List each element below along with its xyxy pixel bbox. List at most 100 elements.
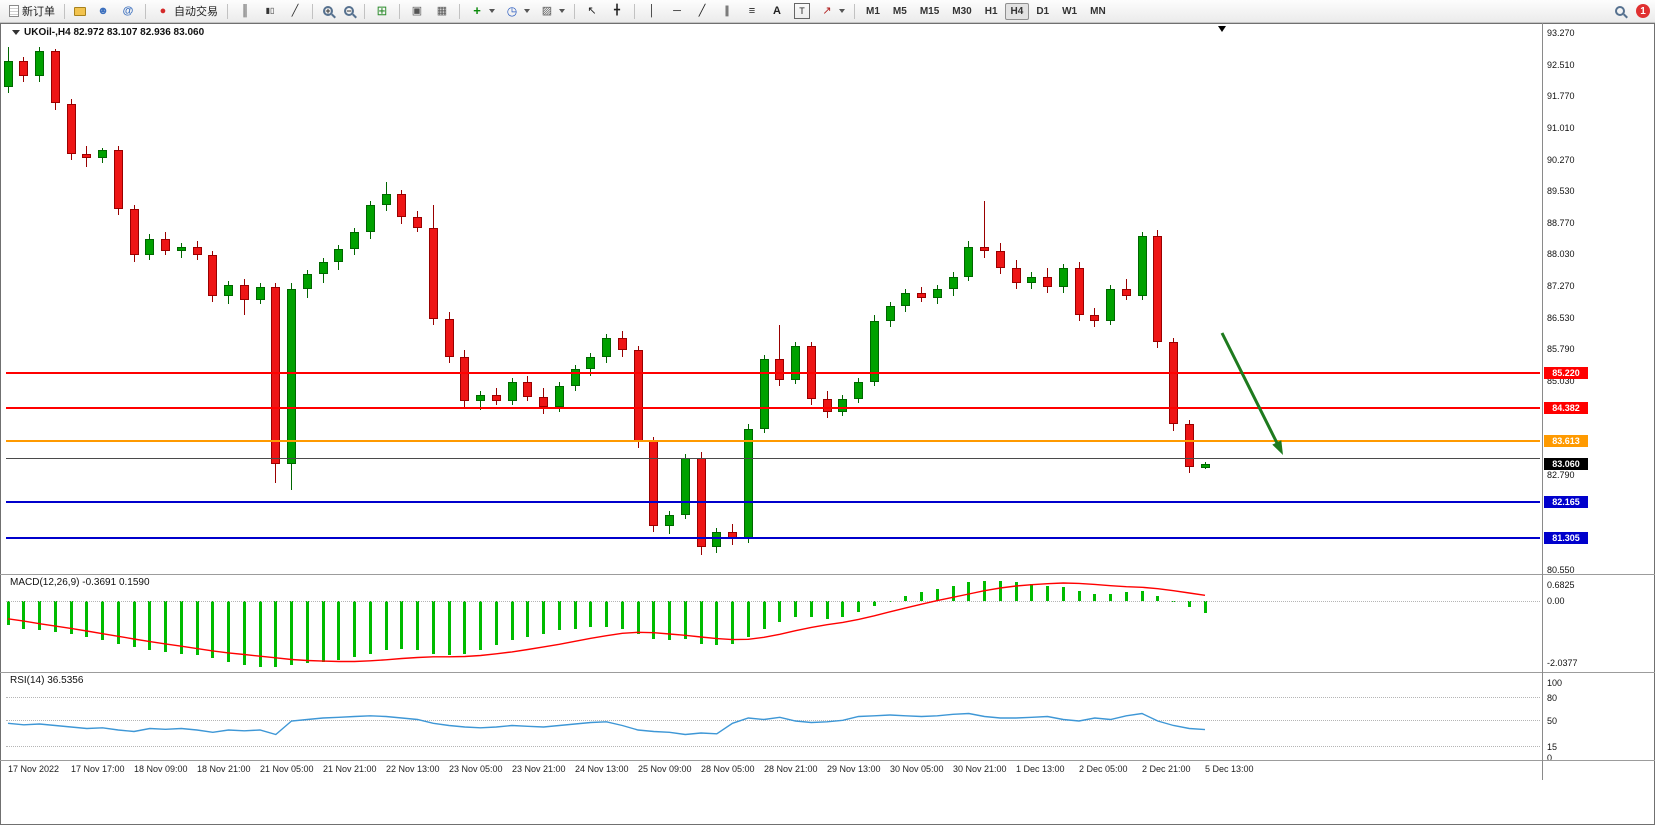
timeframe-mn[interactable]: MN	[1090, 5, 1106, 17]
channel-button[interactable]: ∥	[715, 2, 739, 21]
timeframe-h4[interactable]: H4	[1004, 2, 1030, 20]
trendline-button[interactable]: ╱	[690, 2, 714, 21]
cursor-button[interactable]: ↖	[580, 2, 604, 21]
candle-body-bear	[1090, 314, 1100, 321]
community-button[interactable]: @	[116, 2, 140, 21]
price-axis-label: 85.790	[1547, 343, 1575, 354]
zoom-out-button[interactable]: −	[339, 2, 359, 21]
macd-histogram-bar	[242, 600, 246, 666]
tile-windows-button[interactable]: ⊞	[370, 2, 394, 21]
vertical-line-button[interactable]: │	[640, 2, 664, 21]
macd-histogram-bar	[683, 600, 687, 639]
candle-body-bull	[791, 346, 800, 381]
macd-histogram-bar	[400, 600, 404, 649]
candle-body-bear	[413, 217, 422, 229]
macd-histogram-bar	[479, 600, 482, 651]
horizontal-line-object[interactable]	[6, 500, 1540, 503]
candle-body-bear	[161, 238, 170, 252]
timeframe-h1[interactable]: H1	[984, 5, 998, 17]
time-axis-label: 21 Nov 05:00	[260, 764, 314, 774]
periods-button[interactable]: ◷	[500, 2, 534, 21]
accounts-icon	[74, 6, 86, 16]
macd-histogram-bar	[605, 600, 608, 628]
bar-chart-icon: ║	[241, 5, 249, 17]
chart-shift-marker[interactable]	[1218, 26, 1226, 32]
text-button[interactable]: A	[765, 2, 789, 21]
profile-button[interactable]: ☻	[91, 2, 115, 21]
macd-histogram-bar	[809, 600, 813, 618]
templates-button[interactable]: ▨	[535, 2, 569, 21]
timeframe-m15[interactable]: M15	[919, 5, 940, 17]
cascade-charts-button[interactable]: ▦	[430, 2, 454, 21]
macd-histogram-bar	[778, 600, 782, 623]
horizontal-line-object[interactable]	[6, 537, 1540, 540]
macd-histogram-bar	[353, 600, 356, 657]
rsi-axis-label: 100	[1547, 678, 1563, 688]
candle-body-bull	[586, 356, 596, 370]
rsi-axis-label: 50	[1547, 715, 1558, 726]
horizontal-line-object[interactable]	[6, 407, 1540, 410]
candle-body-bear	[822, 399, 832, 412]
time-axis-label: 21 Nov 21:00	[323, 764, 377, 774]
macd-histogram-bar	[841, 600, 845, 618]
time-axis-label: 18 Nov 21:00	[197, 764, 251, 774]
fibonacci-button[interactable]: ≡	[740, 2, 764, 21]
macd-histogram-bar	[715, 600, 719, 646]
candle-body-bear	[1169, 342, 1178, 425]
candle-body-bull	[570, 369, 580, 387]
line-chart-button[interactable]: ╱	[283, 2, 307, 21]
timeframe-m1[interactable]: M1	[866, 5, 880, 17]
macd-histogram-bar	[148, 600, 152, 651]
macd-histogram-bar	[920, 592, 923, 601]
zoom-in-button[interactable]: +	[318, 2, 338, 21]
timeframe-d1[interactable]: D1	[1036, 5, 1050, 17]
arrange-charts-button[interactable]: ▣	[405, 2, 429, 21]
price-badge: 85.220	[1544, 366, 1588, 379]
time-axis-label: 28 Nov 21:00	[764, 764, 818, 774]
search-button[interactable]	[1610, 2, 1630, 21]
candle-body-bull	[854, 382, 863, 399]
timeframe-m5[interactable]: M5	[892, 5, 907, 17]
time-axis-label: 28 Nov 05:00	[701, 764, 755, 774]
vertical-line-icon: │	[648, 5, 656, 17]
chevron-down-icon	[559, 9, 565, 13]
timeframe-m30[interactable]: M30	[952, 5, 972, 17]
candle-body-bear	[523, 382, 533, 397]
macd-histogram-bar	[101, 600, 104, 641]
collapse-icon[interactable]	[12, 30, 20, 35]
market-watch-button[interactable]	[70, 2, 90, 21]
macd-histogram-bar	[179, 600, 183, 654]
macd-axis-label: 0.00	[1547, 595, 1565, 606]
label-button[interactable]: T	[790, 2, 814, 21]
price-badge: 82.165	[1544, 495, 1588, 508]
time-axis-label: 18 Nov 09:00	[134, 764, 188, 774]
macd-label: MACD(12,26,9) -0.3691 0.1590	[10, 577, 150, 588]
price-axis-label: 90.270	[1547, 154, 1575, 165]
macd-pane-separator[interactable]	[0, 574, 1655, 575]
horizontal-line-object[interactable]	[6, 371, 1540, 374]
trendline-icon: ╱	[698, 5, 706, 17]
bar-chart-button[interactable]: ║	[233, 2, 257, 21]
chart-window[interactable]	[0, 23, 1655, 825]
candlestick-button[interactable]: ▮▯	[258, 2, 282, 21]
horizontal-line-button[interactable]: ─	[665, 2, 689, 21]
candle-body-bull	[964, 247, 974, 277]
candle-body-bear	[66, 103, 76, 155]
notification-badge[interactable]: 1	[1636, 4, 1650, 18]
new-order-button[interactable]: 新订单	[5, 2, 59, 21]
chart-title: UKOil-,H4 82.972 83.107 82.936 83.060	[12, 27, 204, 38]
macd-histogram-bar	[1109, 593, 1112, 601]
autotrade-button[interactable]: ● 自动交易	[151, 2, 222, 21]
macd-histogram-bar	[794, 600, 797, 618]
timeframe-w1[interactable]: W1	[1062, 5, 1078, 17]
horizontal-line-object[interactable]	[6, 458, 1540, 460]
indicators-button[interactable]: +	[465, 2, 499, 21]
rsi-pane-separator[interactable]	[0, 672, 1655, 673]
price-axis-label: 91.010	[1547, 123, 1575, 134]
arrows-button[interactable]: ↗	[815, 2, 849, 21]
horizontal-line-object[interactable]	[6, 439, 1540, 442]
rsi-axis-label: 0	[1547, 753, 1553, 763]
macd-histogram-bar	[1140, 590, 1144, 601]
crosshair-button[interactable]: ╋	[605, 2, 629, 21]
candle-body-bear	[775, 358, 785, 380]
